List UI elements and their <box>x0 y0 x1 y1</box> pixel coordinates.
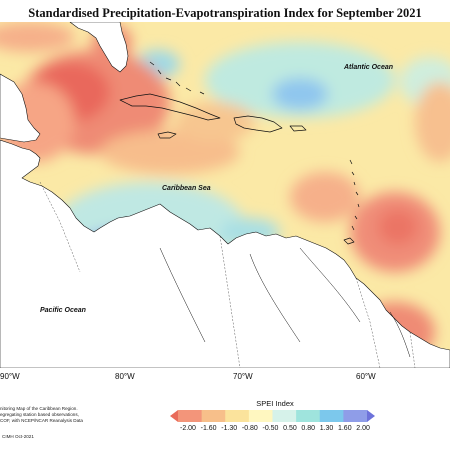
lon-label-80w: 80°W <box>115 372 135 381</box>
credit-line: nitoring Map of the Caribbean Region. <box>0 406 78 411</box>
lesser-antilles <box>349 159 360 231</box>
dry-hispaniola <box>175 102 255 142</box>
legend-label: 1.60 <box>337 425 352 432</box>
legend-label: -2.00 <box>180 425 196 432</box>
legend-label: 0.50 <box>283 425 297 432</box>
bahamas <box>149 61 205 95</box>
jamaica <box>157 131 177 139</box>
legend-title: SPEI Index <box>256 399 294 408</box>
dry-north-ne <box>415 82 450 162</box>
legend-swatch <box>225 410 250 422</box>
legend-label: 2.00 <box>356 425 370 432</box>
map-title: Standardised Precipitation-Evapotranspir… <box>28 6 422 20</box>
legend-label: 0.80 <box>301 425 316 432</box>
lon-label-90w: 90°W <box>0 372 20 381</box>
legend-swatch <box>201 410 226 422</box>
legend-swatch <box>367 410 375 422</box>
pacific-ocean-label: Pacific Ocean <box>40 307 86 314</box>
borders <box>39 181 416 368</box>
legend-swatch <box>170 410 178 422</box>
credit-line: COF, with NCEP/NCAR Reanalysis Data <box>0 418 83 423</box>
hispaniola <box>233 115 283 133</box>
legend-swatch <box>272 410 297 422</box>
credit-text: nitoring Map of the Caribbean Region. eg… <box>0 406 110 424</box>
legend-label: -0.50 <box>262 425 279 432</box>
legend-swatch <box>319 410 344 422</box>
cuba <box>119 93 221 121</box>
mexico-yucatan <box>0 73 41 143</box>
atlantic-ocean-label: Atlantic Ocean <box>343 64 393 71</box>
landmass <box>0 22 450 368</box>
dry-east-core <box>378 209 418 245</box>
legend-colorbar <box>170 410 375 422</box>
dry-lesser-antilles <box>290 172 360 222</box>
legend-swatch <box>248 410 273 422</box>
legend-swatch <box>343 410 368 422</box>
legend-swatch <box>178 410 203 422</box>
legend-label: 1.30 <box>319 425 334 432</box>
wet-atlantic-core <box>272 78 328 110</box>
trinidad <box>343 237 355 245</box>
legend-label: -1.60 <box>200 425 217 432</box>
legend-label: -0.80 <box>241 425 258 432</box>
florida <box>69 22 129 73</box>
legend-label: -1.30 <box>221 425 238 432</box>
legend-swatch <box>296 410 321 422</box>
dry-top-left <box>0 22 75 52</box>
caribbean-sea-label: Caribbean Sea <box>162 185 211 192</box>
puerto-rico <box>289 125 307 132</box>
lon-label-60w: 60°W <box>356 372 376 381</box>
rivers <box>159 247 411 358</box>
legend-labels: -2.00 -1.60 -1.30 -0.80 -0.50 0.50 0.80 … <box>180 425 370 432</box>
credit-footer: CIMH Oct-2021 <box>2 434 34 439</box>
credit-line: egregating station based observations, <box>0 412 79 417</box>
lon-label-70w: 70°W <box>233 372 253 381</box>
spei-map: Atlantic Ocean Caribbean Sea Pacific Oce… <box>0 22 450 368</box>
